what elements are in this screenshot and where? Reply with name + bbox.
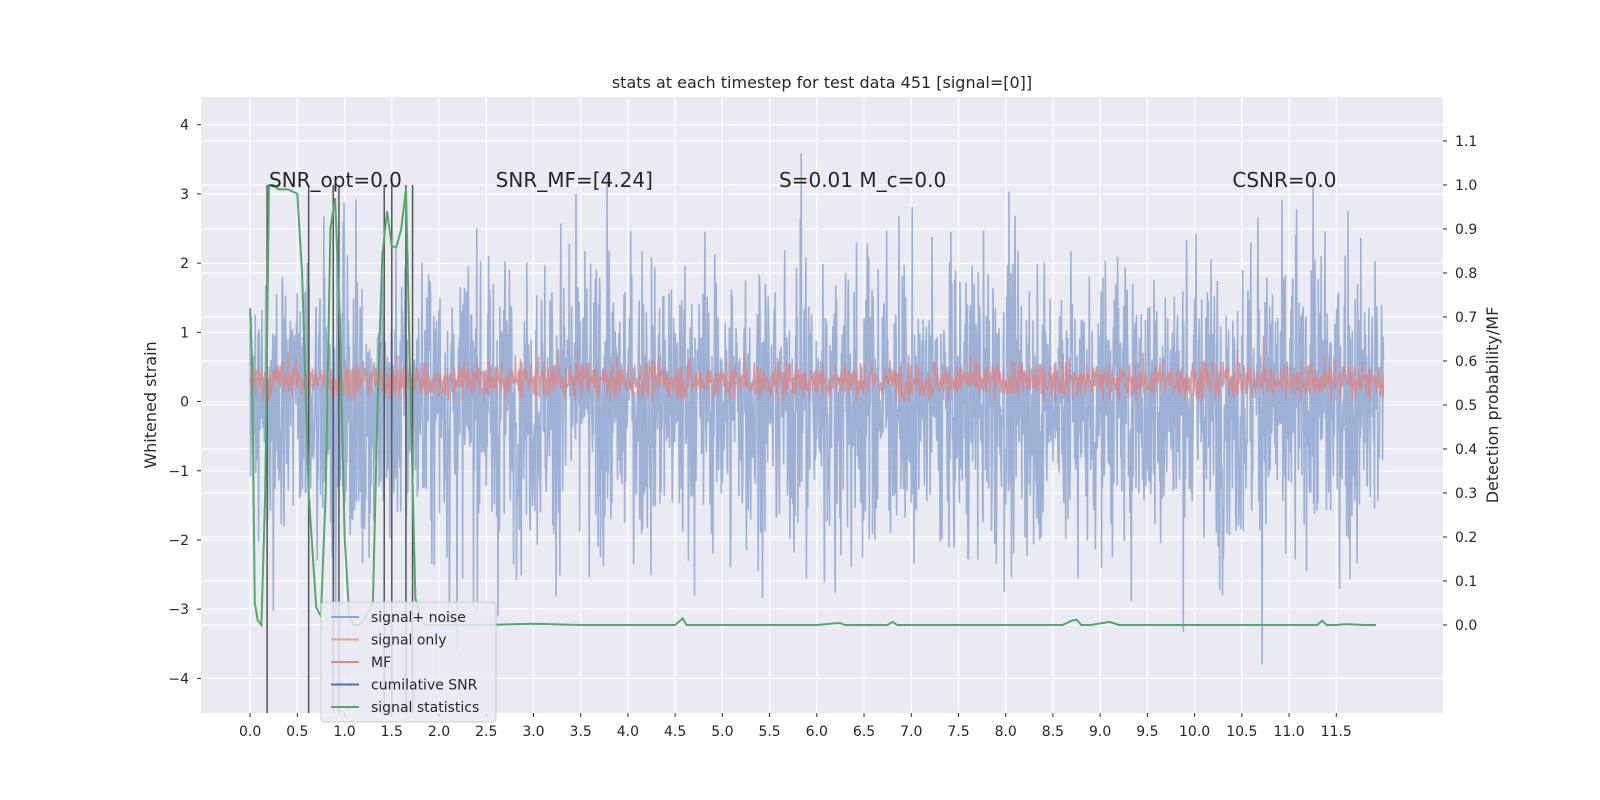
x-tick-label: 10.5 (1226, 724, 1257, 740)
x-tick-label: 4.0 (617, 724, 639, 740)
x-tick-label: 7.5 (947, 724, 969, 740)
legend-label: signal only (371, 633, 446, 649)
x-tick-label: 2.5 (475, 724, 497, 740)
x-tick-label: 1.0 (333, 724, 355, 740)
x-tick-label: 4.5 (664, 724, 686, 740)
x-tick-label: 0.5 (286, 724, 308, 740)
annotation-text: S=0.01 M_c=0.0 (779, 168, 946, 192)
y-tick-label: −2 (168, 533, 189, 549)
x-tick-label: 3.0 (522, 724, 544, 740)
y-tick-label: −3 (168, 602, 189, 618)
mf-series (249, 335, 1385, 402)
annotations: SNR_opt=0.0 SNR_MF=[4.24] S=0.01 M_c=0.0 CS… (269, 168, 1336, 192)
legend-label: signal statistics (371, 700, 479, 716)
x-tick-label: 6.5 (853, 724, 875, 740)
y-axis-label: Whitened strain (141, 341, 160, 468)
annotation-text: SNR_opt=0.0 (269, 168, 402, 192)
legend: signal+ noise signal only MF cumilative SNR… (320, 601, 497, 723)
x-tick-label: 3.5 (570, 724, 592, 740)
annotation-text: SNR_MF=[4.24] (496, 168, 653, 192)
legend-box (320, 601, 497, 723)
x-tick-label: 1.5 (381, 724, 403, 740)
legend-label: signal+ noise (371, 610, 466, 626)
x-tick-label: 6.0 (806, 724, 828, 740)
annotation-text: CSNR=0.0 (1232, 168, 1336, 192)
x-tick-label: 2.0 (428, 724, 450, 740)
mf-line (249, 335, 1385, 402)
y-right-tick-label: 0.7 (1455, 310, 1477, 326)
y-tick-label: 4 (180, 118, 189, 134)
legend-label: MF (371, 655, 391, 671)
x-tick-label: 9.0 (1089, 724, 1111, 740)
legend-label: cumilative SNR (371, 678, 478, 694)
y-axis-ticks: −4 −3 −2 −1 0 1 2 3 4 (168, 118, 201, 687)
y-right-tick-label: 1.1 (1455, 134, 1477, 150)
chart-title: stats at each timestep for test data 451… (612, 73, 1032, 92)
x-tick-label: 7.0 (900, 724, 922, 740)
y-tick-label: 1 (180, 325, 189, 341)
x-tick-label: 8.0 (995, 724, 1017, 740)
x-tick-label: 10.0 (1179, 724, 1210, 740)
x-tick-label: 0.0 (239, 724, 261, 740)
y-tick-label: 3 (180, 187, 189, 203)
y-right-tick-label: 0.8 (1455, 266, 1477, 282)
x-tick-label: 5.5 (758, 724, 780, 740)
x-tick-label: 8.5 (1042, 724, 1064, 740)
x-tick-label: 11.5 (1321, 724, 1352, 740)
y-right-axis-label: Detection probability/MF (1483, 307, 1502, 504)
y-right-tick-label: 0.6 (1455, 354, 1477, 370)
y-right-tick-label: 0.3 (1455, 486, 1477, 502)
x-tick-label: 11.0 (1273, 724, 1304, 740)
y-tick-label: 2 (180, 256, 189, 272)
y-right-tick-label: 0.1 (1455, 574, 1477, 590)
x-tick-label: 5.0 (711, 724, 733, 740)
y-right-tick-label: 0.0 (1455, 618, 1477, 634)
signal-noise-line (249, 153, 1385, 665)
x-tick-label: 9.5 (1136, 724, 1158, 740)
signal-noise-series (249, 153, 1385, 665)
y-right-tick-label: 0.4 (1455, 442, 1477, 458)
y-right-tick-label: 1.0 (1455, 178, 1477, 194)
y-right-tick-label: 0.5 (1455, 398, 1477, 414)
y-tick-label: −4 (168, 671, 189, 687)
y-right-axis-ticks: 0.0 0.1 0.2 0.3 0.4 0.5 0.6 0.7 0.8 0.9 1.0 1.1 (1443, 134, 1477, 634)
y-tick-label: −1 (168, 464, 189, 480)
y-right-tick-label: 0.9 (1455, 222, 1477, 238)
x-axis-ticks: 0.0 0.5 1.0 1.5 2.0 2.5 3.0 3.5 4.0 4.5 5.0 5.5 6.0 6… (239, 713, 1352, 740)
y-tick-label: 0 (180, 395, 189, 411)
y-right-tick-label: 0.2 (1455, 530, 1477, 546)
